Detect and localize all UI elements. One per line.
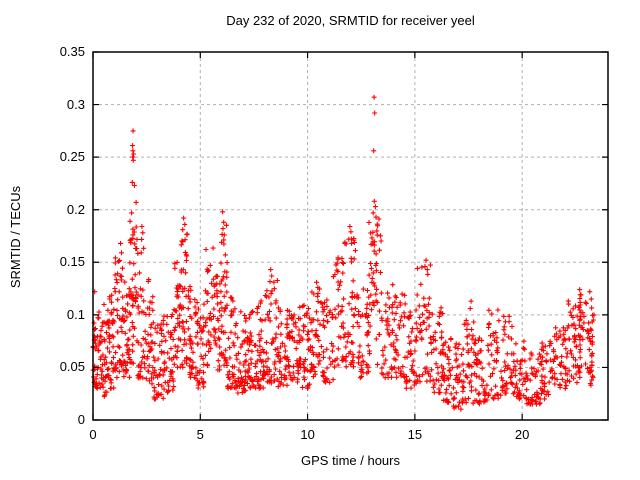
x-tick-label: 0: [89, 427, 97, 442]
x-tick-label: 5: [196, 427, 204, 442]
plot-canvas: [90, 51, 609, 421]
y-tick-label: 0.35: [59, 44, 85, 59]
y-tick-label: 0.1: [66, 306, 85, 322]
y-tick-label: 0.15: [59, 254, 85, 270]
chart-title: Day 232 of 2020, SRMTID for receiver yee…: [226, 13, 475, 28]
plot-border: [92, 51, 609, 421]
y-tick-label: 0.3: [66, 96, 85, 112]
x-axis-label: GPS time / hours: [301, 453, 400, 468]
x-tick-label: 10: [300, 427, 315, 442]
y-tick-label: 0.2: [66, 201, 85, 217]
y-axis-label: SRMTID / TECUs: [8, 185, 23, 289]
y-tick-label: 0.05: [59, 359, 85, 375]
x-tick-label: 15: [407, 427, 423, 442]
data-points: [90, 94, 597, 412]
plot-area: [90, 51, 609, 421]
y-tick-label: 0.25: [59, 149, 85, 165]
x-tick-label: 20: [514, 427, 530, 442]
y-tick-label: 0: [77, 412, 85, 427]
